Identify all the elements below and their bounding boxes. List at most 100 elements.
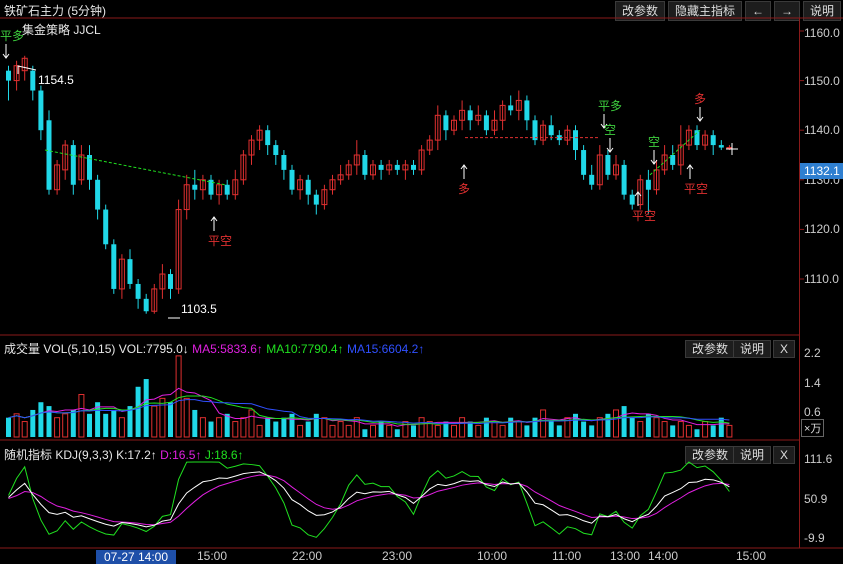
volume-bar bbox=[46, 406, 52, 437]
volume-bar bbox=[475, 424, 482, 438]
volume-ma15-value: MA15:6604.2↑ bbox=[346, 342, 425, 356]
signal-label: 空 bbox=[648, 135, 660, 149]
kdj-close-button[interactable]: X bbox=[773, 446, 796, 464]
kdj-change-params-button[interactable]: 改参数 bbox=[685, 446, 736, 464]
volume-tick: 2.2 bbox=[804, 346, 821, 360]
volume-ma5-value: MA5:5833.6↑ bbox=[192, 342, 263, 356]
strategy-label: 集金策略 JJCL bbox=[22, 23, 101, 37]
kdj-tick: 111.6 bbox=[804, 452, 833, 466]
volume-bar bbox=[653, 417, 660, 438]
volume-bar bbox=[613, 409, 619, 438]
help-button[interactable]: 说明 bbox=[802, 1, 841, 21]
candle-body bbox=[78, 154, 85, 181]
volume-bar bbox=[13, 413, 20, 438]
volume-bar bbox=[694, 429, 700, 437]
volume-bar bbox=[540, 409, 547, 438]
candle-body bbox=[46, 120, 52, 190]
signal-arrow-down bbox=[696, 107, 704, 122]
candle-body bbox=[159, 273, 166, 290]
left-arrow-button[interactable]: ← bbox=[744, 1, 771, 21]
candle-body bbox=[62, 144, 69, 171]
candle-body bbox=[321, 189, 328, 206]
time-tick: 15:00 bbox=[197, 549, 228, 563]
cursor-time-label: 07-27 14:00 bbox=[96, 550, 176, 564]
volume-bar bbox=[524, 425, 530, 437]
volume-bar bbox=[459, 417, 466, 438]
change-params-button[interactable]: 改参数 bbox=[614, 1, 665, 21]
candle-body bbox=[30, 70, 36, 91]
right-arrow-button[interactable]: → bbox=[773, 1, 800, 21]
candle-body bbox=[434, 114, 441, 141]
volume-bar bbox=[532, 417, 538, 437]
volume-bar bbox=[418, 417, 425, 438]
volume-tick: 1.4 bbox=[804, 376, 821, 390]
volume-bar bbox=[677, 421, 684, 438]
volume-bar bbox=[515, 421, 522, 438]
volume-bar bbox=[467, 421, 473, 437]
candle-body bbox=[289, 169, 295, 190]
volume-bar bbox=[645, 413, 651, 437]
volume-bar bbox=[621, 406, 627, 437]
candle-body bbox=[491, 119, 498, 131]
hide-indicator-button[interactable]: 隐藏主指标 bbox=[667, 1, 742, 21]
kdj-title: 随机指标 KDJ(9,3,3) K:17.2↑ D:16.5↑ J:18.6↑ bbox=[4, 446, 244, 463]
volume-params: VOL(5,10,15) bbox=[43, 342, 116, 356]
volume-bar bbox=[426, 421, 433, 438]
volume-bar bbox=[670, 425, 676, 437]
candle-body bbox=[232, 179, 239, 196]
candle-body bbox=[127, 259, 133, 284]
volume-bar bbox=[637, 421, 644, 438]
volume-bar bbox=[710, 425, 716, 437]
candle-body bbox=[467, 110, 473, 121]
candle-body bbox=[297, 179, 304, 191]
candle-body bbox=[118, 258, 125, 290]
volume-bar bbox=[386, 424, 393, 438]
candle-body bbox=[199, 179, 206, 191]
candle-body bbox=[710, 135, 716, 146]
volume-bar bbox=[95, 402, 101, 437]
volume-bar bbox=[337, 421, 344, 438]
price-tick: 1120.0 bbox=[804, 222, 840, 236]
candle-body bbox=[613, 164, 619, 176]
candle-body bbox=[87, 155, 92, 180]
candle-body bbox=[418, 149, 425, 171]
candle-body bbox=[426, 139, 433, 151]
candle-body bbox=[670, 155, 676, 165]
candle-body bbox=[378, 164, 384, 170]
candle-body bbox=[54, 164, 61, 191]
volume-bar bbox=[6, 417, 11, 437]
crosshair-marker bbox=[726, 143, 738, 155]
price-tick: 1150.0 bbox=[804, 74, 840, 88]
volume-help-button[interactable]: 说明 bbox=[733, 340, 772, 358]
candle-body bbox=[256, 129, 263, 141]
volume-bar bbox=[289, 413, 295, 437]
volume-bar bbox=[87, 413, 92, 437]
volume-bar bbox=[216, 417, 223, 438]
kdj-k-value: K:17.2↑ bbox=[116, 448, 157, 462]
volume-bar bbox=[21, 421, 28, 438]
candle-body bbox=[661, 154, 668, 171]
candle-body bbox=[402, 164, 409, 171]
signal-label: 平多 bbox=[598, 99, 622, 113]
candle-body bbox=[370, 164, 376, 176]
volume-bar bbox=[118, 417, 125, 438]
volume-bar bbox=[378, 421, 384, 437]
volume-bar bbox=[70, 409, 76, 437]
volume-close-button[interactable]: X bbox=[773, 340, 796, 358]
kdj-tick: -9.9 bbox=[804, 531, 825, 545]
candle-body bbox=[305, 179, 311, 195]
time-tick: 11:00 bbox=[552, 549, 582, 563]
candle-body bbox=[573, 130, 578, 151]
volume-ma15-line bbox=[8, 399, 730, 425]
volume-bar bbox=[135, 386, 141, 437]
volume-bar bbox=[183, 397, 190, 438]
candle-body bbox=[621, 164, 627, 195]
kdj-help-button[interactable]: 说明 bbox=[733, 446, 772, 464]
candle-body bbox=[605, 155, 611, 175]
volume-ma10-line bbox=[8, 395, 730, 425]
window-title: 铁矿石主力 (5分钟) bbox=[4, 4, 107, 18]
kdj-label: 随机指标 bbox=[4, 448, 53, 462]
candle-body bbox=[353, 154, 360, 166]
candle-body bbox=[694, 130, 700, 146]
